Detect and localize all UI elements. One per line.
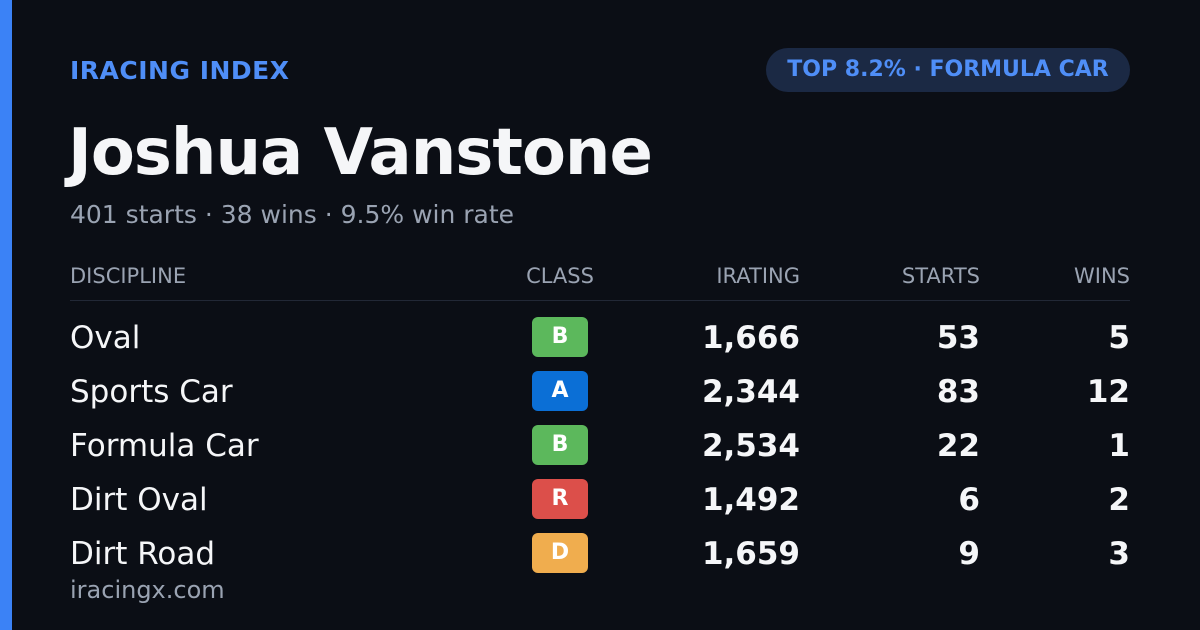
irating-cell: 2,534	[701, 428, 800, 464]
irating-cell: 1,659	[701, 536, 800, 572]
starts-cell: 53	[936, 320, 980, 356]
discipline-cell: Dirt Road	[70, 536, 216, 572]
wins-cell: 5	[1108, 320, 1130, 356]
site-link: iracingx.com	[70, 576, 225, 604]
starts-cell: 9	[958, 536, 980, 572]
column-header: IRATING	[716, 264, 800, 288]
class-badge: B	[532, 317, 588, 357]
brand: IRACING INDEX	[70, 56, 290, 85]
discipline-cell: Dirt Oval	[70, 482, 208, 518]
accent-bar	[0, 0, 12, 630]
irating-cell: 1,492	[701, 482, 800, 518]
wins-cell: 1	[1108, 428, 1130, 464]
discipline-cell: Oval	[70, 320, 141, 356]
wins-cell: 3	[1108, 536, 1130, 572]
column-header: STARTS	[901, 264, 980, 288]
irating-cell: 1,666	[701, 320, 800, 356]
class-badge: B	[532, 425, 588, 465]
starts-cell: 83	[936, 374, 980, 410]
column-header: DISCIPLINE	[70, 264, 187, 288]
rank-badge: TOP 8.2% · FORMULA CAR	[766, 48, 1130, 92]
starts-cell: 6	[958, 482, 980, 518]
discipline-cell: Formula Car	[70, 428, 259, 464]
starts-cell: 22	[936, 428, 980, 464]
driver-name: Joshua Vanstone	[68, 116, 653, 190]
class-badge: A	[532, 371, 588, 411]
wins-cell: 2	[1108, 482, 1130, 518]
column-header: WINS	[1074, 264, 1130, 288]
class-badge: R	[532, 479, 588, 519]
header-divider	[70, 300, 1130, 301]
discipline-cell: Sports Car	[70, 374, 233, 410]
class-badge: D	[532, 533, 588, 573]
column-header: CLASS	[526, 264, 594, 288]
wins-cell: 12	[1086, 374, 1130, 410]
irating-cell: 2,344	[701, 374, 800, 410]
summary: 401 starts · 38 wins · 9.5% win rate	[70, 200, 515, 229]
